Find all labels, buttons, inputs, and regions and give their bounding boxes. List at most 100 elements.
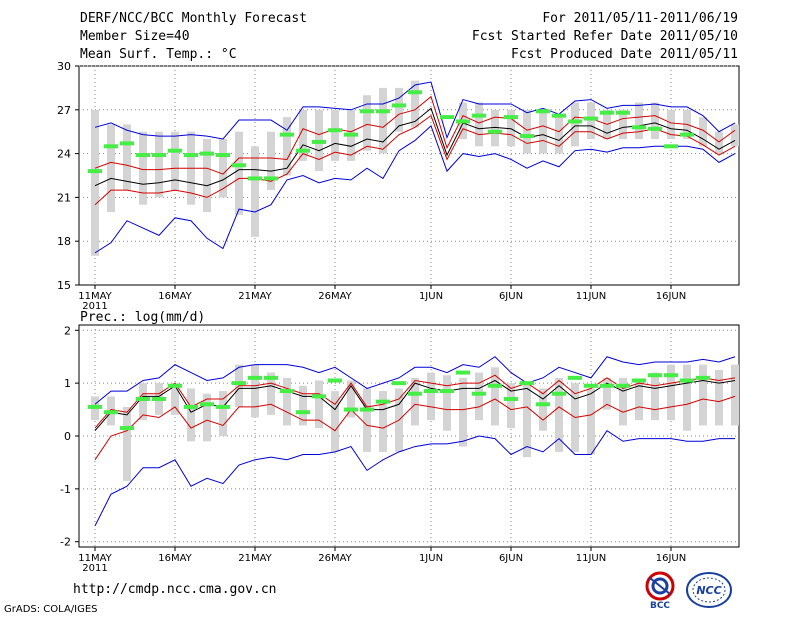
observed-marker xyxy=(648,373,662,378)
observed-marker xyxy=(280,389,294,394)
observed-marker xyxy=(200,402,214,407)
ensemble-range-box xyxy=(427,372,435,421)
ensemble-range-box xyxy=(171,131,179,191)
ensemble-range-box xyxy=(267,372,275,415)
series-min-line xyxy=(94,124,736,254)
source-url[interactable]: http://cmdp.ncc.cma.gov.cn xyxy=(73,582,277,597)
ensemble-range-box xyxy=(251,364,259,418)
ensemble-range-box xyxy=(523,383,531,458)
y-tick-label: -1 xyxy=(60,483,71,496)
series-max-line xyxy=(94,356,736,405)
observed-marker xyxy=(296,148,310,153)
ensemble-range-box xyxy=(411,377,419,426)
ensemble-range-box xyxy=(331,109,339,161)
x-tick-sublabel: 2011 xyxy=(82,563,107,574)
ensemble-range-box xyxy=(555,117,563,154)
ensemble-range-box xyxy=(667,109,675,139)
x-tick-label: 26MAY xyxy=(318,291,352,302)
observed-marker xyxy=(568,375,582,380)
x-tick-label: 16JUN xyxy=(656,291,686,302)
grads-credit: GrADS: COLA/IGES xyxy=(4,604,98,615)
ensemble-range-box xyxy=(715,131,723,154)
ensemble-range-box xyxy=(283,117,291,176)
ensemble-range-box xyxy=(635,380,643,421)
bcc-logo: BCC xyxy=(645,571,675,610)
observed-marker xyxy=(264,375,278,380)
ensemble-range-box xyxy=(395,87,403,132)
ensemble-range-box xyxy=(411,80,419,128)
observed-marker xyxy=(472,113,486,118)
ensemble-range-box xyxy=(203,393,211,442)
ensemble-range-box xyxy=(187,388,195,442)
observed-marker xyxy=(312,139,326,144)
ensemble-range-box xyxy=(363,388,371,452)
ensemble-range-box xyxy=(571,102,579,147)
ensemble-range-box xyxy=(219,391,227,436)
chart-title: DERF/NCC/BCC Monthly Forecast xyxy=(80,11,307,26)
variable-label: Mean Surf. Temp.: °C xyxy=(80,47,237,62)
x-tick-label: 16MAY xyxy=(158,291,192,302)
observed-marker xyxy=(216,404,230,409)
x-tick-label: 21MAY xyxy=(238,553,272,564)
observed-marker xyxy=(472,391,486,396)
observed-marker xyxy=(232,163,246,168)
observed-marker xyxy=(168,148,182,153)
panel-title: Prec.: log(mm/d) xyxy=(80,310,205,325)
observed-marker xyxy=(616,110,630,115)
ensemble-range-box xyxy=(651,372,659,421)
bcc-logo-text: BCC xyxy=(650,601,670,610)
ensemble-range-box xyxy=(491,109,499,147)
observed-marker xyxy=(248,176,262,181)
observed-marker xyxy=(328,128,342,133)
ensemble-range-box xyxy=(523,109,531,154)
series-lower-line xyxy=(94,114,736,206)
series-upper-line xyxy=(94,95,736,175)
observed-marker xyxy=(216,153,230,158)
observed-marker xyxy=(120,426,134,431)
ensemble-range-box xyxy=(587,388,595,455)
observed-marker xyxy=(680,378,694,383)
ensemble-range-box xyxy=(315,380,323,429)
observed-marker xyxy=(232,381,246,386)
observed-marker xyxy=(408,391,422,396)
observed-marker xyxy=(296,410,310,415)
ensemble-range-box xyxy=(731,364,739,426)
series-lower-line xyxy=(94,395,736,461)
ncc-logo: NCC xyxy=(686,572,732,608)
observed-marker xyxy=(104,144,118,149)
observed-marker xyxy=(280,132,294,137)
ensemble-range-box xyxy=(251,146,259,237)
ensemble-range-box xyxy=(283,377,291,426)
observed-marker xyxy=(520,381,534,386)
forecast-period: For 2011/05/11-2011/06/19 xyxy=(542,11,738,26)
observed-marker xyxy=(664,373,678,378)
observed-marker xyxy=(456,119,470,124)
ensemble-range-box xyxy=(363,95,371,151)
ensemble-range-box xyxy=(619,377,627,426)
ensemble-range-box xyxy=(91,109,99,256)
ensemble-range-box xyxy=(107,124,115,212)
observed-marker xyxy=(488,383,502,388)
observed-marker xyxy=(440,115,454,120)
x-tick-label: 11JUN xyxy=(576,291,606,302)
ensemble-range-box xyxy=(715,369,723,426)
ensemble-range-box xyxy=(123,124,131,191)
ensemble-range-box xyxy=(123,406,131,481)
ensemble-range-box xyxy=(475,372,483,421)
x-tick-label: 21MAY xyxy=(238,291,272,302)
y-tick-label: 15 xyxy=(57,279,71,292)
observed-marker xyxy=(696,375,710,380)
observed-marker xyxy=(440,389,454,394)
observed-marker xyxy=(136,153,150,158)
observed-marker xyxy=(248,375,262,380)
y-tick-label: 0 xyxy=(64,430,71,443)
observed-marker xyxy=(632,125,646,130)
observed-marker xyxy=(648,126,662,131)
observed-marker xyxy=(536,109,550,114)
observed-marker xyxy=(360,407,374,412)
x-tick-label: 11MAY xyxy=(78,291,112,302)
y-tick-label: 30 xyxy=(57,60,71,73)
observed-marker xyxy=(136,397,150,401)
observed-marker xyxy=(152,397,166,401)
